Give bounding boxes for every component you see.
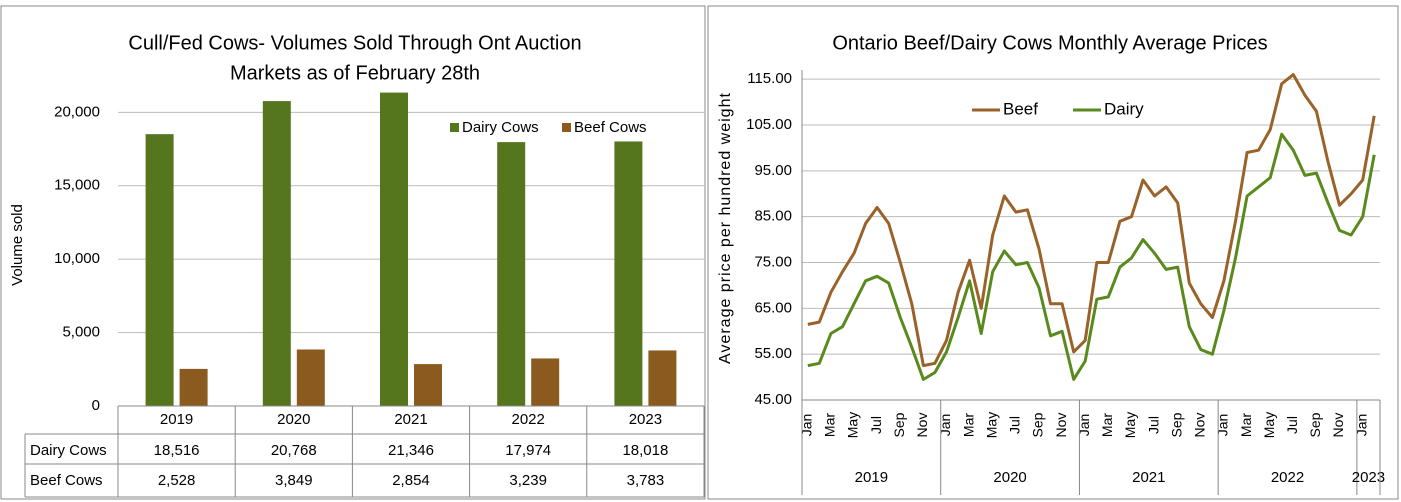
bar <box>614 141 643 406</box>
legend-label: Beef Cows <box>574 119 647 136</box>
bar <box>414 364 442 406</box>
x-tick-label: Jul <box>1284 416 1300 434</box>
right-panel <box>707 5 1399 500</box>
x-tick-label: Mar <box>822 413 838 437</box>
bar <box>145 134 174 406</box>
y-tick-label: 85.00 <box>754 208 792 225</box>
table-cell: 3,783 <box>627 472 665 489</box>
legend-label: Dairy <box>1104 99 1144 118</box>
y-tick-label: 5,000 <box>62 324 100 341</box>
table-cell: 3,239 <box>509 472 547 489</box>
table-cell: 18,018 <box>622 442 668 459</box>
bar <box>296 349 325 406</box>
bar <box>262 101 291 406</box>
table-row-label: Dairy Cows <box>30 442 107 459</box>
table-cell: 2,854 <box>392 472 430 489</box>
legend-label: Dairy Cows <box>462 119 539 136</box>
x-tick-label: 2021 <box>394 411 427 428</box>
x-tick-label: Jan <box>937 414 953 437</box>
x-tick-label: Jul <box>1007 416 1023 434</box>
bar <box>497 142 526 406</box>
x-tick-label: May <box>1261 412 1277 438</box>
x-tick-label: 2023 <box>629 411 662 428</box>
year-label: 2020 <box>993 469 1026 486</box>
chart-title: Cull/Fed Cows- Volumes Sold Through Ont … <box>128 32 581 54</box>
table-cell: 18,516 <box>154 442 200 459</box>
x-tick-label: Jul <box>1145 416 1161 434</box>
bar <box>531 358 560 406</box>
line-series <box>807 132 1376 381</box>
y-tick-label: 0 <box>92 397 100 414</box>
x-tick-label: Jan <box>1076 414 1092 437</box>
x-tick-label: Sep <box>1168 412 1184 437</box>
legend-swatch <box>562 123 571 132</box>
year-label: 2023 <box>1352 469 1385 486</box>
table-cell: 21,346 <box>388 442 434 459</box>
legend-label: Beef <box>1003 99 1038 118</box>
x-tick-label: Jan <box>1215 414 1231 437</box>
table-cell: 17,974 <box>505 442 551 459</box>
x-tick-label: 2022 <box>512 411 545 428</box>
x-tick-label: Nov <box>1192 413 1208 438</box>
x-tick-label: Mar <box>1099 413 1115 437</box>
y-tick-label: 15,000 <box>54 177 100 194</box>
x-tick-label: Sep <box>1307 412 1323 437</box>
chart-title: Ontario Beef/Dairy Cows Monthly Average … <box>832 32 1267 54</box>
y-tick-label: 95.00 <box>754 162 792 179</box>
table-row-label: Beef Cows <box>30 472 103 489</box>
x-tick-label: 2020 <box>277 411 310 428</box>
year-label: 2021 <box>1132 469 1165 486</box>
y-tick-label: 55.00 <box>754 345 792 362</box>
x-tick-label: Nov <box>1053 413 1069 438</box>
bar <box>179 368 208 406</box>
line-series <box>807 73 1376 368</box>
bar <box>380 92 408 407</box>
x-tick-label: May <box>1122 412 1138 438</box>
x-tick-label: Jul <box>868 416 884 434</box>
table-cell: 3,849 <box>275 472 313 489</box>
table-cell: 2,528 <box>158 472 196 489</box>
table-cell: 20,768 <box>271 442 317 459</box>
chart-title: Markets as of February 28th <box>230 62 480 84</box>
x-tick-label: 2019 <box>160 411 193 428</box>
y-tick-label: 75.00 <box>754 253 792 270</box>
y-tick-label: 10,000 <box>54 250 100 267</box>
y-axis-label: Average price per hundred weight <box>717 92 734 364</box>
y-tick-label: 45.00 <box>754 391 792 408</box>
x-tick-label: Sep <box>1030 412 1046 437</box>
year-label: 2019 <box>855 469 888 486</box>
x-tick-label: Nov <box>914 413 930 438</box>
x-tick-label: May <box>845 412 861 438</box>
y-tick-label: 115.00 <box>747 70 792 87</box>
y-tick-label: 65.00 <box>754 299 792 316</box>
x-tick-label: Mar <box>1238 413 1254 437</box>
x-tick-label: May <box>983 412 999 438</box>
x-tick-label: Sep <box>891 412 907 437</box>
x-tick-label: Mar <box>960 413 976 437</box>
bar <box>648 350 677 406</box>
y-tick-label: 105.00 <box>746 116 792 133</box>
legend-swatch <box>450 123 459 132</box>
x-tick-label: Nov <box>1330 413 1346 438</box>
y-tick-label: 20,000 <box>54 103 100 120</box>
y-axis-label: Volume sold <box>9 204 26 286</box>
left-panel <box>0 5 706 500</box>
x-tick-label: Jan <box>798 414 814 437</box>
x-tick-label: Jan <box>1353 414 1369 437</box>
year-label: 2022 <box>1271 469 1304 486</box>
